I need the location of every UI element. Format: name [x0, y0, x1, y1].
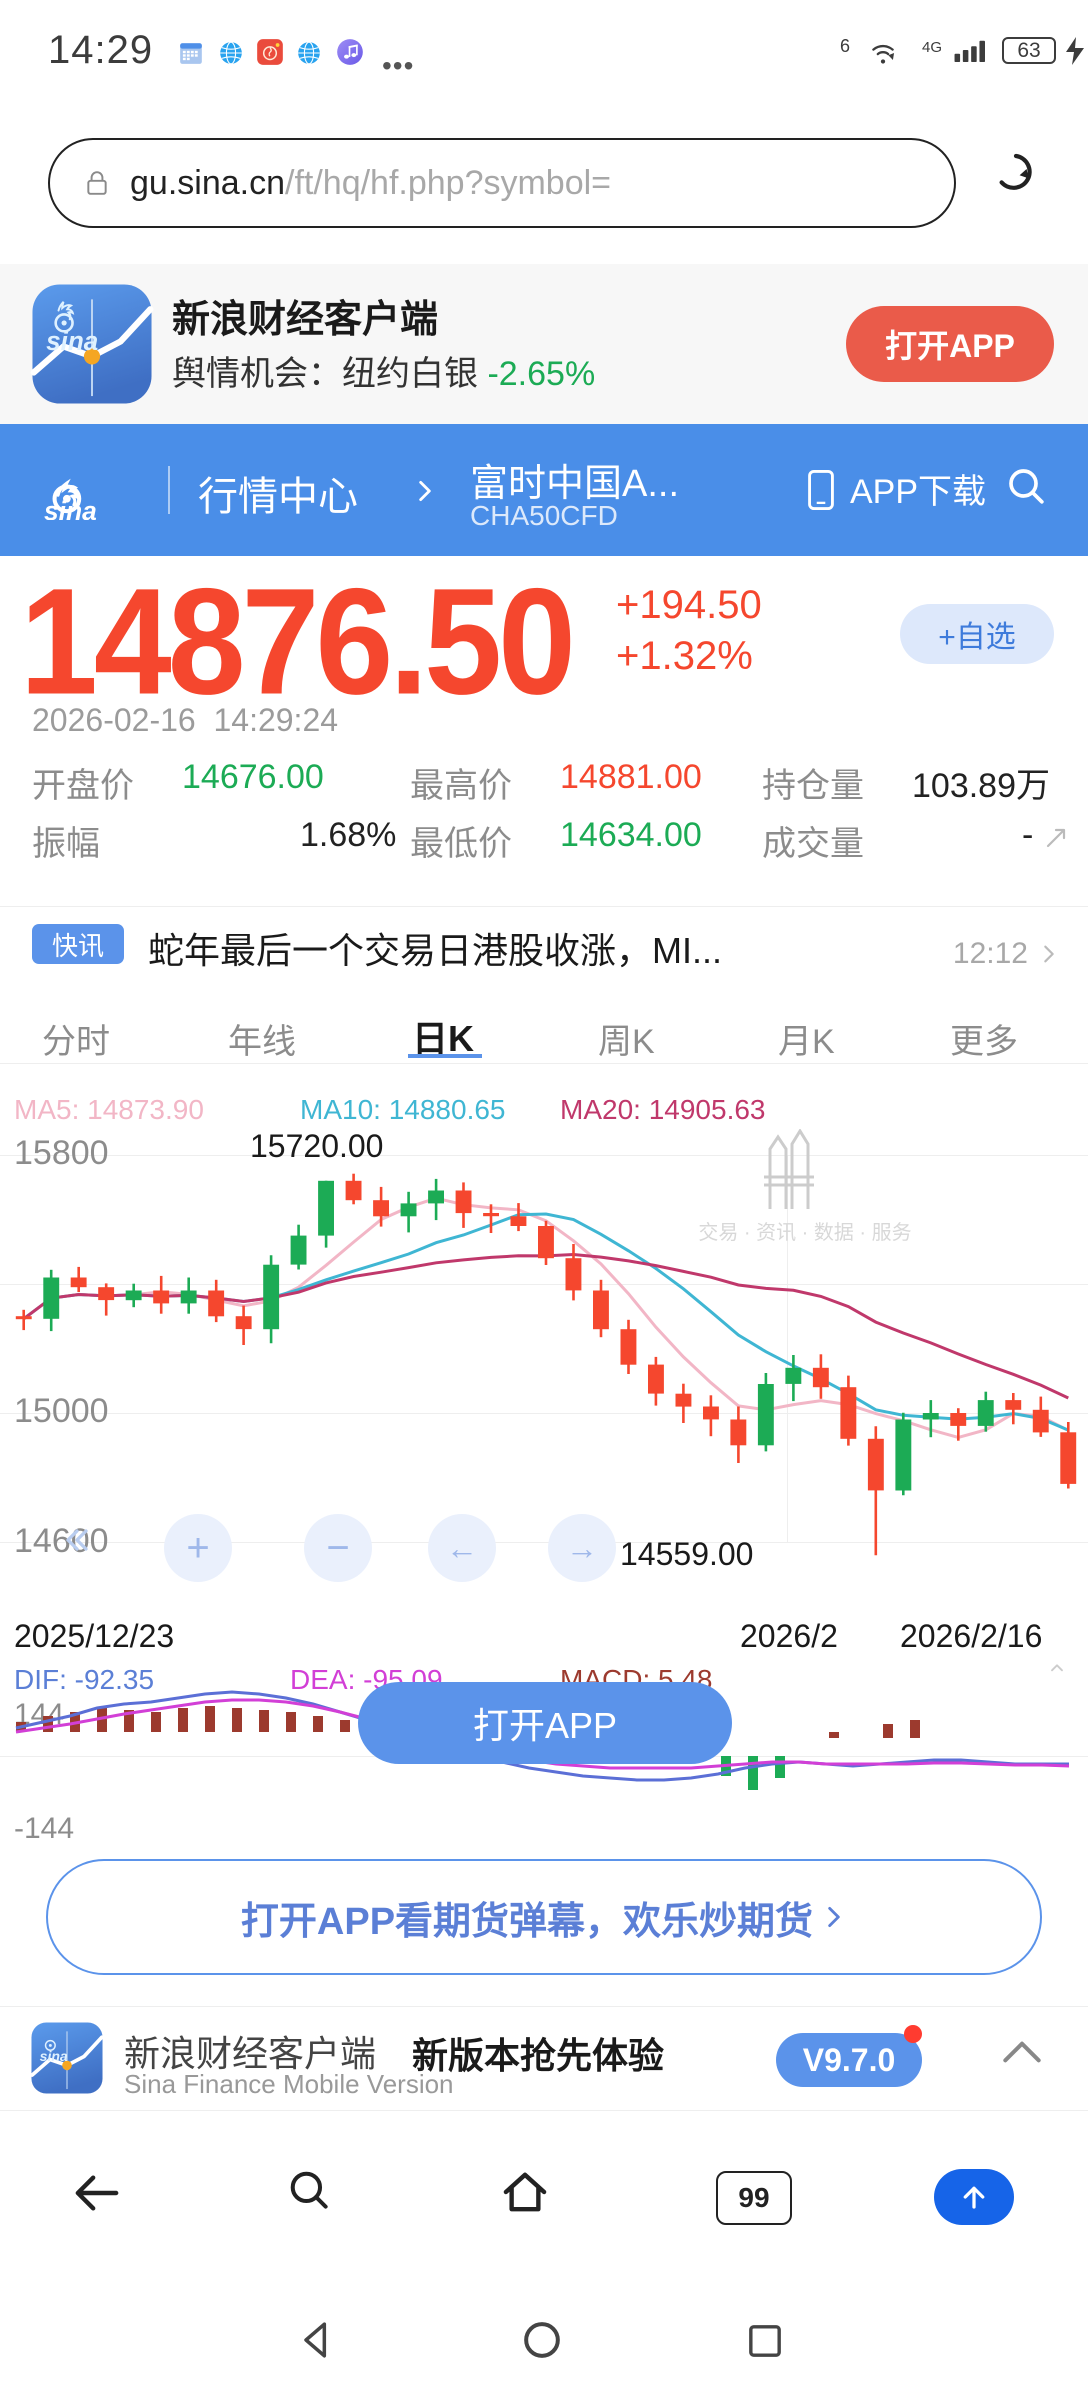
svg-text:sina: sina — [46, 326, 98, 356]
svg-text:sina: sina — [40, 2048, 68, 2064]
svg-text:sina: sina — [44, 496, 97, 520]
